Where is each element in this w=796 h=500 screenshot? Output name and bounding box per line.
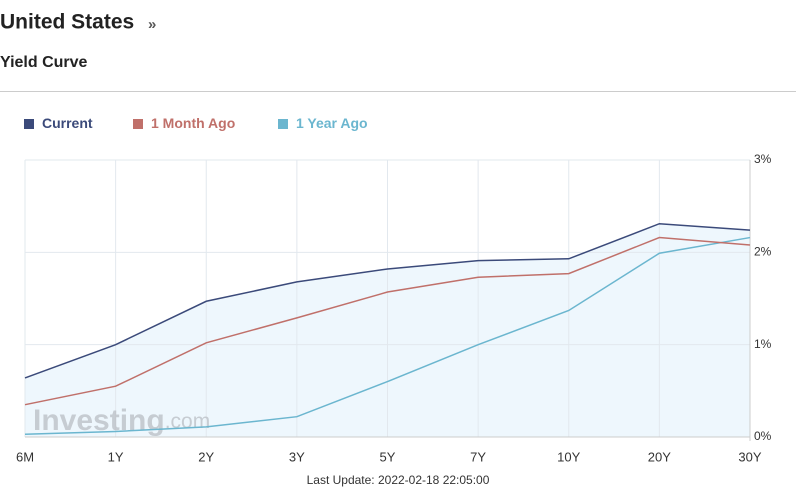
x-tick-label: 3Y — [289, 449, 305, 464]
legend-label: Current — [42, 115, 93, 131]
x-tick-label: 7Y — [470, 449, 486, 464]
legend-swatch — [24, 119, 34, 129]
series-line — [24, 236, 751, 435]
series-line — [24, 222, 751, 379]
last-update: Last Update: 2022-02-18 22:05:00 — [307, 473, 490, 487]
legend-label: 1 Year Ago — [296, 115, 368, 131]
title-suffix: » — [148, 16, 156, 33]
x-tick-label: 1Y — [108, 449, 124, 464]
series-line — [24, 236, 751, 406]
watermark: Investing.com — [33, 404, 210, 437]
page-title: United States — [0, 11, 134, 34]
subtitle: Yield Curve — [0, 54, 88, 71]
x-tick-label: 30Y — [738, 449, 761, 464]
y-tick-label: 2% — [754, 245, 772, 259]
y-tick-label: 0% — [754, 429, 772, 443]
y-tick-label: 3% — [754, 152, 772, 166]
y-tick-label: 1% — [754, 337, 772, 351]
legend-swatch — [278, 119, 288, 129]
x-tick-label: 5Y — [380, 449, 396, 464]
legend-swatch — [133, 119, 143, 129]
x-tick-label: 10Y — [557, 449, 580, 464]
x-tick-label: 20Y — [648, 449, 671, 464]
legend-label: 1 Month Ago — [151, 115, 235, 131]
x-tick-label: 2Y — [198, 449, 214, 464]
x-tick-label: 6M — [16, 449, 34, 464]
chart: 0% 1% 2% 3% 6M 1Y 2Y 3Y 5Y 7Y 10Y 20Y 30Y Investing.c… — [16, 115, 772, 464]
